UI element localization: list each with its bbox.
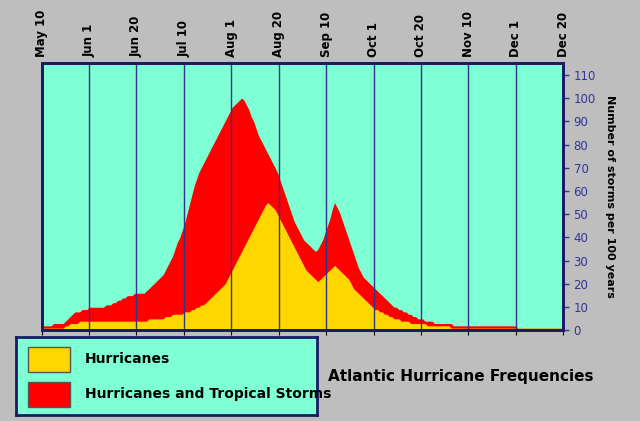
Y-axis label: Number of storms per 100 years: Number of storms per 100 years: [605, 96, 616, 298]
Text: Hurricanes and Tropical Storms: Hurricanes and Tropical Storms: [85, 387, 332, 402]
FancyBboxPatch shape: [28, 347, 70, 372]
Text: Hurricanes: Hurricanes: [85, 352, 170, 366]
Text: Atlantic Hurricane Frequencies: Atlantic Hurricane Frequencies: [328, 369, 593, 384]
FancyBboxPatch shape: [28, 382, 70, 407]
